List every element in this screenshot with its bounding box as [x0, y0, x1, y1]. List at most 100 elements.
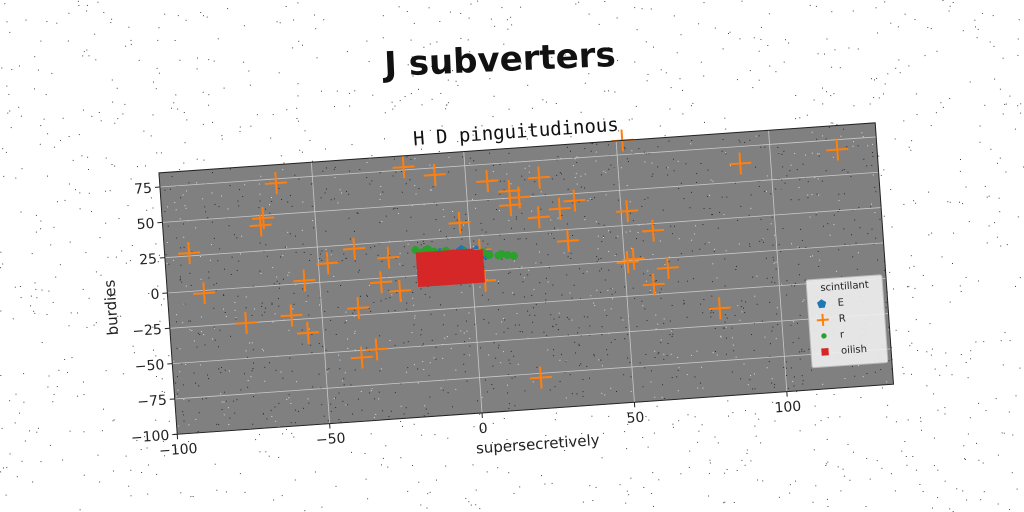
noise-dot	[988, 225, 990, 227]
plot-noise-dot	[804, 279, 806, 281]
noise-dot	[60, 140, 61, 141]
noise-dot	[965, 186, 967, 188]
noise-dot	[217, 38, 219, 40]
plot-noise-dot	[381, 221, 383, 223]
noise-dot	[51, 72, 53, 74]
plot-noise-dot	[737, 219, 739, 221]
plot-noise-dot	[468, 354, 470, 356]
noise-dot	[883, 215, 885, 217]
noise-dot	[985, 410, 987, 412]
plot-noise-dot	[601, 240, 603, 243]
plot-noise-dot	[663, 322, 665, 324]
noise-dot	[415, 145, 417, 147]
plot-noise-dot	[769, 301, 771, 303]
plot-noise-dot	[606, 349, 608, 351]
plot-noise-dot	[651, 370, 653, 372]
noise-dot	[812, 501, 814, 503]
noise-dot	[455, 80, 457, 82]
noise-dot	[334, 106, 335, 108]
noise-dot	[597, 128, 599, 130]
plot-noise-dot	[525, 238, 527, 240]
noise-dot	[914, 19, 916, 20]
noise-dot	[407, 490, 409, 492]
noise-dot	[372, 94, 374, 96]
noise-dot	[591, 415, 593, 417]
plot-noise-dot	[173, 360, 175, 362]
plot-noise-dot	[858, 365, 860, 367]
plot-noise-dot	[620, 266, 622, 268]
noise-dot	[197, 57, 198, 59]
plot-noise-dot	[629, 212, 631, 214]
plot-noise-dot	[766, 175, 768, 177]
noise-dot	[297, 83, 299, 85]
plot-noise-dot	[288, 394, 290, 396]
plot-noise-dot	[659, 292, 661, 294]
plot-noise-dot	[605, 194, 607, 196]
plot-noise-dot	[665, 167, 667, 169]
plot-noise-dot	[554, 386, 556, 388]
plot-noise-dot	[808, 348, 810, 350]
plot-noise-dot	[235, 317, 237, 319]
plot-noise-dot	[560, 353, 563, 355]
noise-dot	[404, 96, 406, 97]
plot-noise-dot	[700, 162, 702, 164]
noise-dot	[551, 64, 553, 66]
y-axis-label: burdies	[100, 279, 122, 336]
plot-noise-dot	[341, 260, 343, 262]
noise-dot	[942, 106, 944, 108]
noise-dot	[679, 78, 681, 80]
noise-dot	[728, 33, 729, 34]
plot-noise-dot	[642, 240, 644, 242]
noise-dot	[294, 479, 296, 481]
noise-dot	[504, 443, 506, 445]
data-point	[369, 271, 393, 294]
noise-dot	[891, 226, 893, 228]
noise-dot	[949, 201, 951, 203]
plot-noise-dot	[771, 382, 773, 384]
noise-dot	[460, 37, 462, 39]
plot-noise-dot	[354, 330, 356, 332]
plot-noise-dot	[338, 354, 340, 356]
plot-noise-dot	[390, 410, 392, 412]
noise-dot	[160, 152, 162, 154]
noise-dot	[729, 31, 731, 33]
plot-noise-dot	[451, 406, 454, 408]
noise-dot	[156, 376, 157, 377]
plot-noise-dot	[406, 308, 408, 310]
legend-label: oilish	[841, 344, 868, 357]
plot-noise-dot	[217, 346, 220, 348]
noise-dot	[529, 65, 531, 67]
plot-noise-dot	[796, 322, 799, 324]
plot-noise-dot	[294, 235, 297, 237]
noise-dot	[746, 452, 748, 454]
plot-noise-dot	[347, 404, 349, 406]
plot-noise-dot	[609, 231, 612, 233]
plot-noise-dot	[531, 331, 533, 333]
plot-noise-dot	[755, 135, 757, 137]
y-grid-line	[174, 348, 892, 400]
noise-dot	[619, 484, 621, 486]
noise-dot	[36, 297, 38, 299]
noise-dot	[970, 358, 972, 360]
plot-noise-dot	[261, 348, 263, 350]
noise-dot	[733, 502, 735, 503]
noise-dot	[555, 412, 557, 414]
noise-dot	[37, 427, 39, 429]
plot-noise-dot	[772, 244, 774, 246]
noise-dot	[656, 405, 658, 407]
plot-noise-dot	[400, 405, 402, 407]
plot-noise-dot	[760, 146, 762, 148]
noise-dot	[910, 149, 912, 151]
noise-dot	[510, 16, 512, 18]
plot-noise-dot	[403, 342, 405, 344]
plot-noise-dot	[818, 194, 820, 196]
data-point	[472, 270, 486, 284]
plot-noise-dot	[750, 375, 752, 377]
noise-dot	[778, 496, 780, 498]
noise-dot	[276, 21, 278, 23]
plot-noise-dot	[292, 308, 294, 310]
noise-dot	[475, 489, 477, 491]
noise-dot	[4, 3, 6, 5]
noise-dot	[83, 109, 84, 111]
noise-dot	[912, 456, 914, 457]
